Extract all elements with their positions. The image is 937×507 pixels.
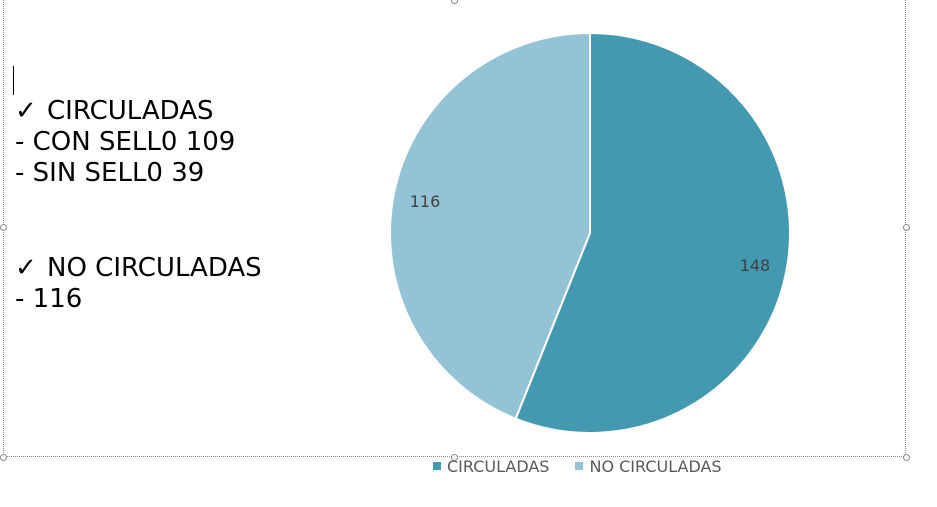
group1-heading: ✓ CIRCULADAS [15, 96, 355, 127]
legend-swatch [433, 462, 441, 470]
legend-swatch [575, 462, 584, 470]
check-icon: ✓ [15, 96, 37, 126]
legend-label: NO CIRCULADAS [589, 456, 722, 476]
group1-title: CIRCULADAS [47, 96, 214, 126]
resize-handle-bottom-right[interactable] [903, 454, 910, 461]
legend-label: CIRCULADAS [447, 456, 550, 476]
resize-handle-middle-left[interactable] [0, 224, 7, 231]
data-label-circuladas: 148 [740, 256, 771, 275]
resize-handle-top-center[interactable] [451, 0, 458, 4]
text-cursor [13, 66, 14, 95]
group1-line1: - CON SELL0 109 [15, 127, 236, 157]
data-label-no-circuladas: 116 [410, 192, 441, 211]
group2-heading: ✓ NO CIRCULADAS [15, 253, 355, 284]
summary-text-box[interactable]: ✓ CIRCULADAS - CON SELL0 109 - SIN SELL0 … [15, 96, 355, 315]
group1-line2: - SIN SELL0 39 [15, 158, 205, 188]
legend-item-no-circuladas[interactable]: NO CIRCULADAS [575, 456, 722, 476]
chart-legend[interactable]: CIRCULADAS NO CIRCULADAS [433, 456, 748, 476]
check-icon: ✓ [15, 253, 37, 283]
pie-slice-circuladas[interactable] [514, 31, 791, 434]
group2-title: NO CIRCULADAS [47, 253, 262, 283]
resize-handle-bottom-center[interactable] [451, 454, 458, 461]
resize-handle-bottom-left[interactable] [0, 454, 7, 461]
resize-handle-middle-right[interactable] [903, 224, 910, 231]
group2-line1: - 116 [15, 284, 83, 314]
pie-slice-no-circuladas[interactable] [389, 31, 591, 420]
legend-item-circuladas[interactable]: CIRCULADAS [433, 457, 549, 476]
